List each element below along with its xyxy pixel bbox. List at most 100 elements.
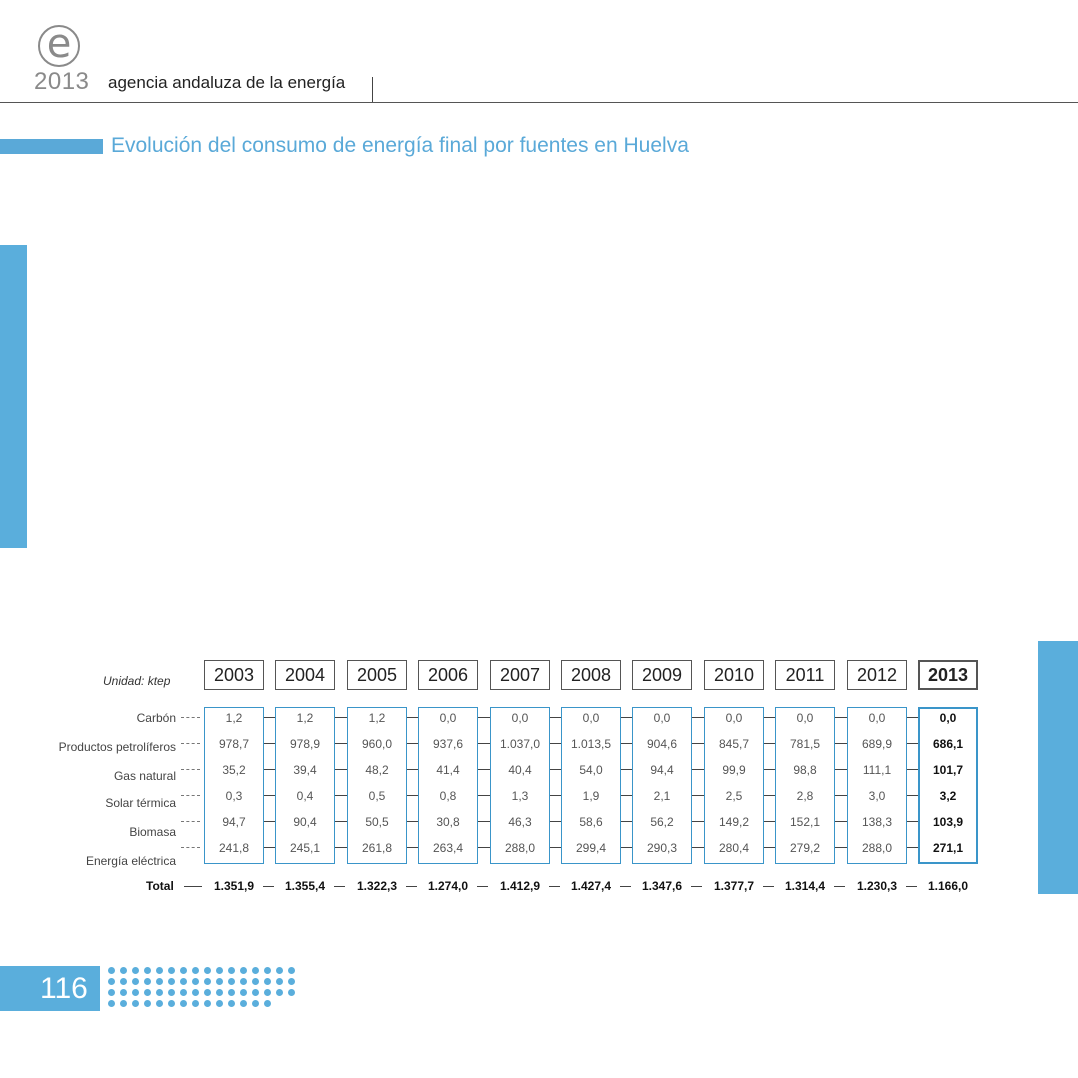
table-cell: 3,0 xyxy=(868,789,886,803)
table-cell: 241,8 xyxy=(218,841,250,855)
row-connector xyxy=(478,821,490,822)
data-column xyxy=(704,707,764,864)
total-connector xyxy=(834,886,845,887)
decor-dot xyxy=(120,989,127,996)
table-cell: 58,6 xyxy=(579,815,603,829)
row-connector xyxy=(407,795,418,796)
row-connector xyxy=(764,717,775,718)
row-connector xyxy=(550,821,561,822)
unit-label: Unidad: ktep xyxy=(103,674,171,688)
row-connector xyxy=(335,847,347,848)
decor-dot xyxy=(252,989,259,996)
table-cell: 50,5 xyxy=(365,815,389,829)
row-connector xyxy=(264,743,275,744)
table-cell: 0,0 xyxy=(653,711,671,725)
total-connector xyxy=(184,886,202,887)
row-connector xyxy=(264,821,275,822)
table-cell: 0,4 xyxy=(296,789,314,803)
table-cell: 245,1 xyxy=(289,841,321,855)
decor-dot xyxy=(168,978,175,985)
table-cell: 960,0 xyxy=(361,737,393,751)
decor-dot xyxy=(288,967,295,974)
table-cell: 0,5 xyxy=(368,789,386,803)
row-connector xyxy=(621,717,632,718)
decor-dot xyxy=(240,978,247,985)
decor-dot xyxy=(288,978,295,985)
row-connector xyxy=(764,743,775,744)
decor-dot xyxy=(192,967,199,974)
decor-dot xyxy=(240,989,247,996)
row-connector xyxy=(692,769,704,770)
row-connector xyxy=(478,743,490,744)
row-leader xyxy=(181,769,200,770)
table-cell: 99,9 xyxy=(722,763,746,777)
data-column xyxy=(275,707,335,864)
table-cell: 111,1 xyxy=(862,763,892,777)
decor-dot xyxy=(228,989,235,996)
logo-year: 2013 xyxy=(34,68,90,95)
row-label: Productos petrolíferos xyxy=(58,740,176,754)
decor-dot xyxy=(264,989,271,996)
decor-dot xyxy=(144,989,151,996)
decor-dot xyxy=(108,978,115,985)
total-value: 1.274,0 xyxy=(427,879,469,893)
row-connector xyxy=(550,743,561,744)
table-cell: 290,3 xyxy=(646,841,678,855)
row-connector xyxy=(835,743,847,744)
table-cell: 686,1 xyxy=(932,737,964,751)
year-header: 2005 xyxy=(347,660,407,690)
table-cell: 138,3 xyxy=(861,815,893,829)
row-connector xyxy=(335,821,347,822)
total-connector xyxy=(620,886,631,887)
decor-dot xyxy=(252,1000,259,1007)
row-connector xyxy=(835,847,847,848)
table-cell: 101,7 xyxy=(932,763,964,777)
row-connector xyxy=(264,717,275,718)
table-cell: 1,2 xyxy=(296,711,314,725)
row-connector xyxy=(835,769,847,770)
decor-dot xyxy=(180,989,187,996)
decor-dot xyxy=(204,967,211,974)
year-header: 2012 xyxy=(847,660,907,690)
decor-dot xyxy=(204,989,211,996)
row-connector xyxy=(621,743,632,744)
row-connector xyxy=(478,717,490,718)
row-connector xyxy=(835,717,847,718)
row-connector xyxy=(621,795,632,796)
table-cell: 149,2 xyxy=(718,815,750,829)
table-cell: 689,9 xyxy=(861,737,893,751)
row-connector xyxy=(550,847,561,848)
decor-dot xyxy=(240,1000,247,1007)
total-connector xyxy=(263,886,274,887)
decor-dot xyxy=(120,1000,127,1007)
table-cell: 937,6 xyxy=(432,737,464,751)
table-cell: 263,4 xyxy=(432,841,464,855)
row-connector xyxy=(550,795,561,796)
data-column xyxy=(490,707,550,864)
table-cell: 90,4 xyxy=(293,815,317,829)
total-label: Total xyxy=(146,879,174,893)
table-cell: 1,3 xyxy=(511,789,529,803)
year-header: 2003 xyxy=(204,660,264,690)
table-cell: 271,1 xyxy=(932,841,964,855)
decor-dot xyxy=(264,978,271,985)
year-header: 2004 xyxy=(275,660,335,690)
row-connector xyxy=(692,717,704,718)
table-cell: 54,0 xyxy=(579,763,603,777)
total-value: 1.314,4 xyxy=(784,879,826,893)
row-connector xyxy=(907,821,918,822)
decor-dot xyxy=(204,978,211,985)
table-cell: 280,4 xyxy=(718,841,750,855)
table-cell: 781,5 xyxy=(789,737,821,751)
row-connector xyxy=(835,795,847,796)
total-connector xyxy=(334,886,345,887)
row-leader xyxy=(181,795,200,796)
table-cell: 1,2 xyxy=(368,711,386,725)
decor-dot xyxy=(168,1000,175,1007)
decor-dot xyxy=(168,989,175,996)
row-connector xyxy=(407,847,418,848)
total-value: 1.166,0 xyxy=(927,879,969,893)
total-value: 1.412,9 xyxy=(499,879,541,893)
total-value: 1.351,9 xyxy=(213,879,255,893)
row-connector xyxy=(692,847,704,848)
